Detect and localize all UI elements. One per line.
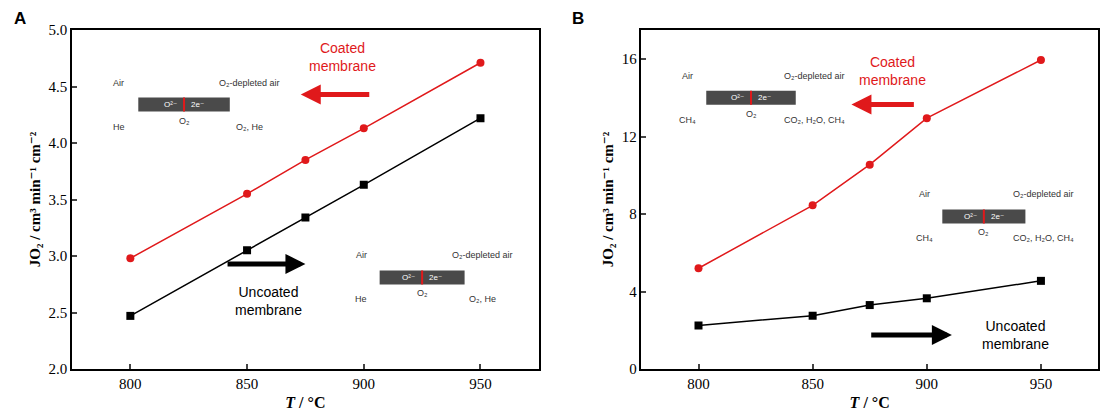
svg-text:850: 850: [801, 376, 824, 392]
svg-text:2e⁻: 2e⁻: [429, 273, 442, 282]
svg-text:CH₄: CH₄: [916, 233, 933, 243]
svg-text:5.0: 5.0: [49, 22, 68, 38]
svg-text:Air: Air: [919, 189, 930, 199]
svg-text:Air: Air: [682, 71, 693, 81]
svg-text:O₂: O₂: [179, 116, 190, 126]
svg-text:4.0: 4.0: [49, 135, 68, 151]
svg-text:2e⁻: 2e⁻: [991, 212, 1004, 221]
svg-text:O₂: O₂: [978, 227, 989, 237]
svg-text:CO₂, H₂O, CH₄: CO₂, H₂O, CH₄: [784, 115, 845, 125]
svg-text:2e⁻: 2e⁻: [758, 93, 771, 102]
svg-text:900: 900: [353, 376, 376, 392]
svg-text:950: 950: [1030, 376, 1053, 392]
svg-text:Coatedmembrane: Coatedmembrane: [309, 40, 376, 74]
svg-text:He: He: [355, 294, 367, 304]
svg-text:O₂-depleted air: O₂-depleted air: [784, 71, 845, 81]
svg-text:800: 800: [687, 376, 710, 392]
svg-text:O₂: O₂: [417, 288, 428, 298]
svg-text:O₂, He: O₂, He: [469, 294, 496, 304]
svg-text:3.0: 3.0: [49, 248, 68, 264]
svg-text:Uncoatedmembrane: Uncoatedmembrane: [235, 284, 302, 318]
svg-text:Air: Air: [356, 250, 367, 260]
svg-text:2.5: 2.5: [49, 305, 68, 321]
svg-text:A: A: [14, 9, 26, 28]
svg-text:12: 12: [622, 129, 637, 145]
svg-text:JO₂ / cm³ min⁻¹ cm⁻²: JO₂ / cm³ min⁻¹ cm⁻²: [27, 131, 43, 267]
svg-text:B: B: [572, 9, 584, 28]
svg-text:JO₂ / cm³ min⁻¹ cm⁻²: JO₂ / cm³ min⁻¹ cm⁻²: [600, 131, 616, 267]
svg-text:3.5: 3.5: [49, 192, 68, 208]
svg-text:16: 16: [622, 51, 638, 67]
svg-text:2e⁻: 2e⁻: [191, 100, 204, 109]
svg-text:CH₄: CH₄: [679, 115, 696, 125]
svg-text:4.5: 4.5: [49, 79, 68, 95]
svg-text:O₂-depleted air: O₂-depleted air: [1013, 189, 1074, 199]
svg-text:0: 0: [629, 361, 637, 377]
svg-text:He: He: [113, 122, 125, 132]
svg-text:T / °C: T / °C: [850, 394, 890, 411]
svg-text:O²⁻: O²⁻: [164, 100, 177, 109]
svg-text:Uncoatedmembrane: Uncoatedmembrane: [982, 318, 1049, 352]
svg-text:Air: Air: [113, 78, 124, 88]
svg-text:800: 800: [119, 376, 142, 392]
svg-text:900: 900: [916, 376, 939, 392]
svg-text:8: 8: [629, 206, 637, 222]
svg-text:T / °C: T / °C: [285, 394, 325, 411]
svg-text:Coatedmembrane: Coatedmembrane: [859, 54, 926, 88]
svg-text:950: 950: [469, 376, 492, 392]
svg-text:O₂: O₂: [746, 109, 757, 119]
svg-text:O²⁻: O²⁻: [731, 93, 744, 102]
svg-text:4: 4: [629, 284, 637, 300]
svg-text:O₂-depleted air: O₂-depleted air: [219, 78, 280, 88]
svg-text:2.0: 2.0: [49, 361, 68, 377]
svg-text:CO₂, H₂O, CH₄: CO₂, H₂O, CH₄: [1013, 233, 1074, 243]
svg-text:O₂, He: O₂, He: [236, 122, 263, 132]
svg-text:850: 850: [236, 376, 259, 392]
svg-text:O²⁻: O²⁻: [964, 212, 977, 221]
svg-text:O²⁻: O²⁻: [402, 273, 415, 282]
svg-text:O₂-depleted air: O₂-depleted air: [452, 250, 513, 260]
